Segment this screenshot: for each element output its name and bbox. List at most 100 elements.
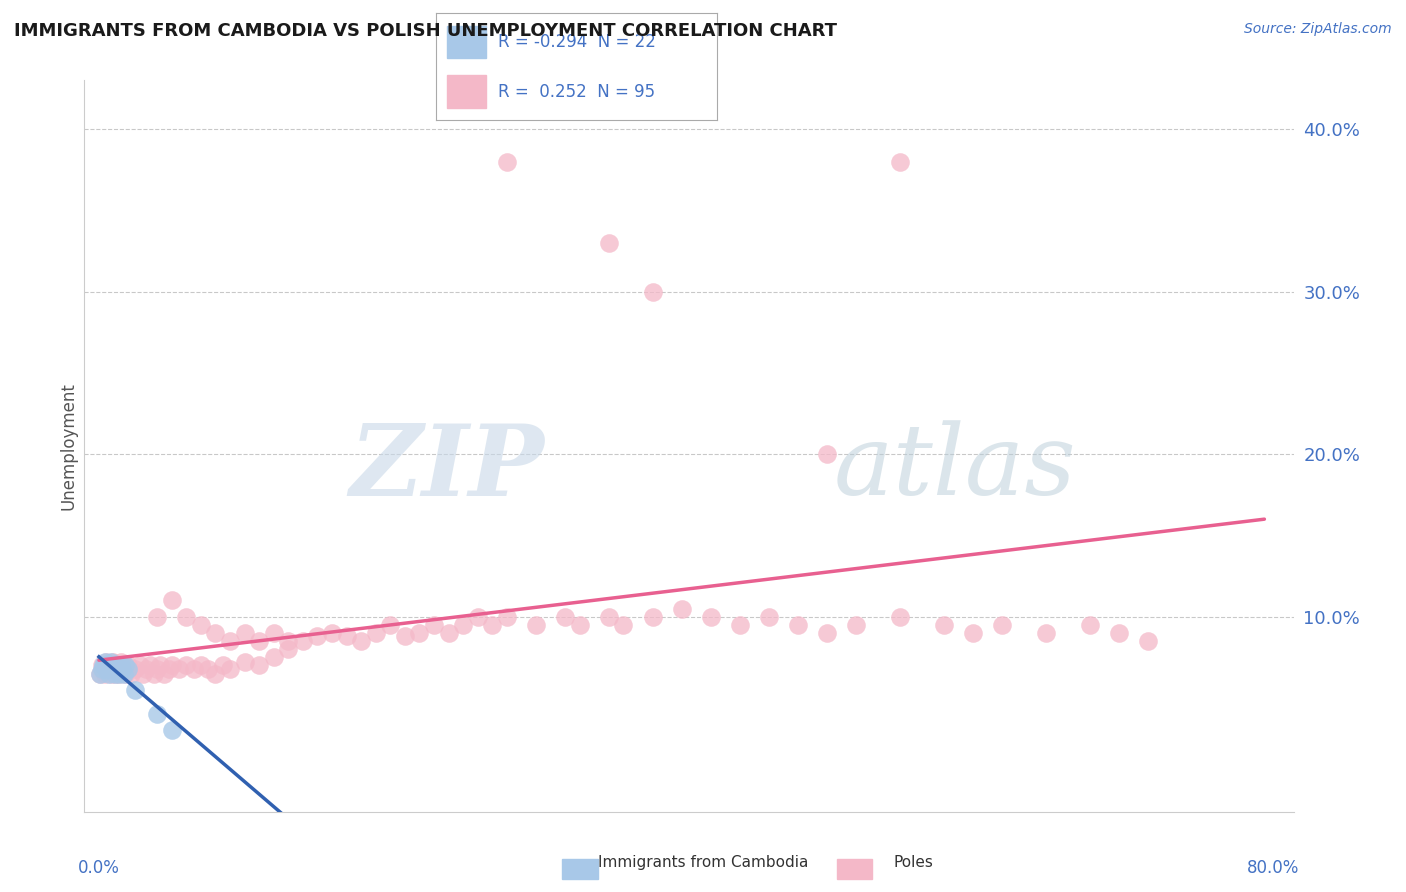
Point (219, 662, 242, 676)
Point (815, 626, 838, 640)
Point (467, 609, 489, 624)
Point (728, 617, 751, 632)
Point (1078, 617, 1101, 632)
Point (1136, 634, 1159, 648)
Point (111, 662, 134, 676)
Point (101, 662, 124, 676)
Point (153, 666, 176, 681)
Point (157, 662, 180, 676)
Point (932, 617, 955, 632)
Point (110, 655, 132, 669)
Point (97, 662, 120, 676)
Point (91, 658, 114, 673)
Point (103, 655, 125, 669)
Point (641, 609, 664, 624)
Point (176, 609, 198, 624)
Text: Poles: Poles (894, 855, 934, 870)
Point (263, 650, 285, 665)
Text: 80.0%: 80.0% (1247, 859, 1299, 877)
Point (1035, 626, 1057, 640)
Point (146, 662, 169, 676)
Point (108, 666, 131, 681)
Point (641, 285, 664, 299)
Point (263, 626, 285, 640)
Point (104, 666, 127, 681)
Point (105, 658, 128, 673)
Point (114, 658, 136, 673)
Point (247, 634, 270, 648)
Point (131, 666, 153, 681)
Point (815, 447, 838, 461)
Point (96, 655, 118, 669)
Point (204, 626, 226, 640)
Point (104, 666, 127, 681)
Point (160, 593, 183, 607)
Point (100, 666, 122, 681)
Text: Source: ZipAtlas.com: Source: ZipAtlas.com (1244, 22, 1392, 37)
Point (408, 626, 430, 640)
Point (962, 626, 984, 640)
Point (146, 707, 169, 722)
Point (307, 629, 329, 643)
Point (758, 609, 780, 624)
Point (247, 658, 270, 673)
Point (364, 626, 387, 640)
Point (97, 658, 120, 673)
Point (612, 617, 634, 632)
Point (598, 609, 620, 624)
Point (160, 658, 183, 673)
Point (380, 617, 402, 632)
Point (291, 634, 314, 648)
Point (90, 658, 112, 673)
Point (135, 662, 157, 676)
Point (124, 682, 146, 697)
Point (98, 666, 121, 681)
Point (495, 154, 517, 169)
Point (94, 666, 117, 681)
Point (120, 666, 142, 681)
Point (889, 609, 911, 624)
Text: IMMIGRANTS FROM CAMBODIA VS POLISH UNEMPLOYMENT CORRELATION CHART: IMMIGRANTS FROM CAMBODIA VS POLISH UNEMP… (14, 22, 837, 40)
Bar (447, 76, 486, 108)
Point (117, 658, 139, 673)
Point (103, 658, 125, 673)
Point (481, 617, 503, 632)
Point (423, 617, 446, 632)
Point (114, 666, 136, 681)
Point (277, 634, 299, 648)
Point (451, 617, 474, 632)
Point (96, 662, 118, 676)
Point (117, 662, 139, 676)
Point (495, 609, 517, 624)
Point (190, 658, 212, 673)
Point (700, 609, 723, 624)
Point (160, 723, 183, 738)
Point (190, 617, 212, 632)
Point (90, 662, 112, 676)
Point (107, 658, 129, 673)
Point (1108, 626, 1130, 640)
Point (183, 662, 205, 676)
Point (845, 617, 868, 632)
Point (111, 662, 134, 676)
Text: R = -0.294  N = 22: R = -0.294 N = 22 (498, 33, 655, 51)
Point (176, 658, 198, 673)
Point (524, 617, 547, 632)
Point (568, 617, 591, 632)
Point (204, 666, 226, 681)
Point (321, 626, 343, 640)
Point (336, 629, 359, 643)
Point (394, 629, 416, 643)
Point (211, 658, 233, 673)
Point (105, 662, 128, 676)
Point (167, 662, 190, 676)
Point (98, 658, 121, 673)
Point (107, 662, 129, 676)
Point (889, 154, 911, 169)
Text: R =  0.252  N = 95: R = 0.252 N = 95 (498, 83, 655, 101)
Point (94, 655, 117, 669)
Point (124, 662, 146, 676)
Point (112, 666, 135, 681)
Point (197, 662, 219, 676)
Text: Immigrants from Cambodia: Immigrants from Cambodia (598, 855, 808, 870)
